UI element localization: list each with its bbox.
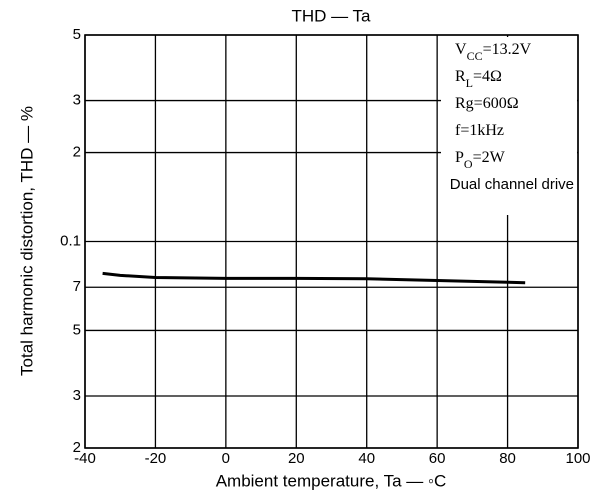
annotation-part: =4Ω xyxy=(473,68,502,85)
y-tick-label: 3 xyxy=(73,387,81,404)
annotation-box xyxy=(441,37,577,215)
annotation-part: P xyxy=(455,149,464,166)
y-axis-label: Total harmonic distortion, THD — % xyxy=(17,106,36,376)
y-tick-label: 5 xyxy=(73,321,81,338)
annotation: VCC=13.2V xyxy=(455,41,532,63)
y-tick-label: 0.1 xyxy=(60,232,81,249)
x-tick-label: 60 xyxy=(429,450,446,467)
y-tick-label: 2 xyxy=(73,439,81,456)
annotation-part: CC xyxy=(467,49,483,63)
x-tick-label: 20 xyxy=(288,450,305,467)
annotation: Dual channel drive xyxy=(450,176,574,193)
plot-frame xyxy=(84,34,579,449)
annotation-part: =13.2V xyxy=(483,41,532,58)
annotation-part: O xyxy=(464,157,473,171)
annotation: Rg=600Ω xyxy=(455,95,519,112)
annotation-part: R xyxy=(455,68,466,85)
y-tick-label: 2 xyxy=(73,144,81,161)
annotation-part: Dual channel drive xyxy=(450,176,574,193)
annotation: PO=2W xyxy=(455,149,506,171)
x-tick-label: 0 xyxy=(222,450,230,467)
y-tick-label: 3 xyxy=(73,92,81,109)
data-line xyxy=(102,271,526,285)
y-tick-label: 5 xyxy=(73,26,81,43)
y-tick-label: 7 xyxy=(73,278,81,295)
x-axis-label: Ambient temperature, Ta — ◦C xyxy=(216,471,447,490)
annotation-part: f=1kHz xyxy=(455,122,504,139)
annotation-part: L xyxy=(466,76,473,90)
annotation: f=1kHz xyxy=(455,122,504,139)
annotation: RL=4Ω xyxy=(455,68,502,90)
x-tick-label: 100 xyxy=(565,450,590,467)
annotation-part: V xyxy=(455,41,467,58)
chart-title: THD — Ta xyxy=(291,6,371,25)
x-tick-label: 40 xyxy=(358,450,375,467)
x-tick-label: -40 xyxy=(74,450,96,467)
x-tick-label: -20 xyxy=(145,450,167,467)
annotation-part: =2W xyxy=(473,149,506,166)
annotation-part: Rg=600Ω xyxy=(455,95,519,112)
x-tick-label: 80 xyxy=(499,450,516,467)
